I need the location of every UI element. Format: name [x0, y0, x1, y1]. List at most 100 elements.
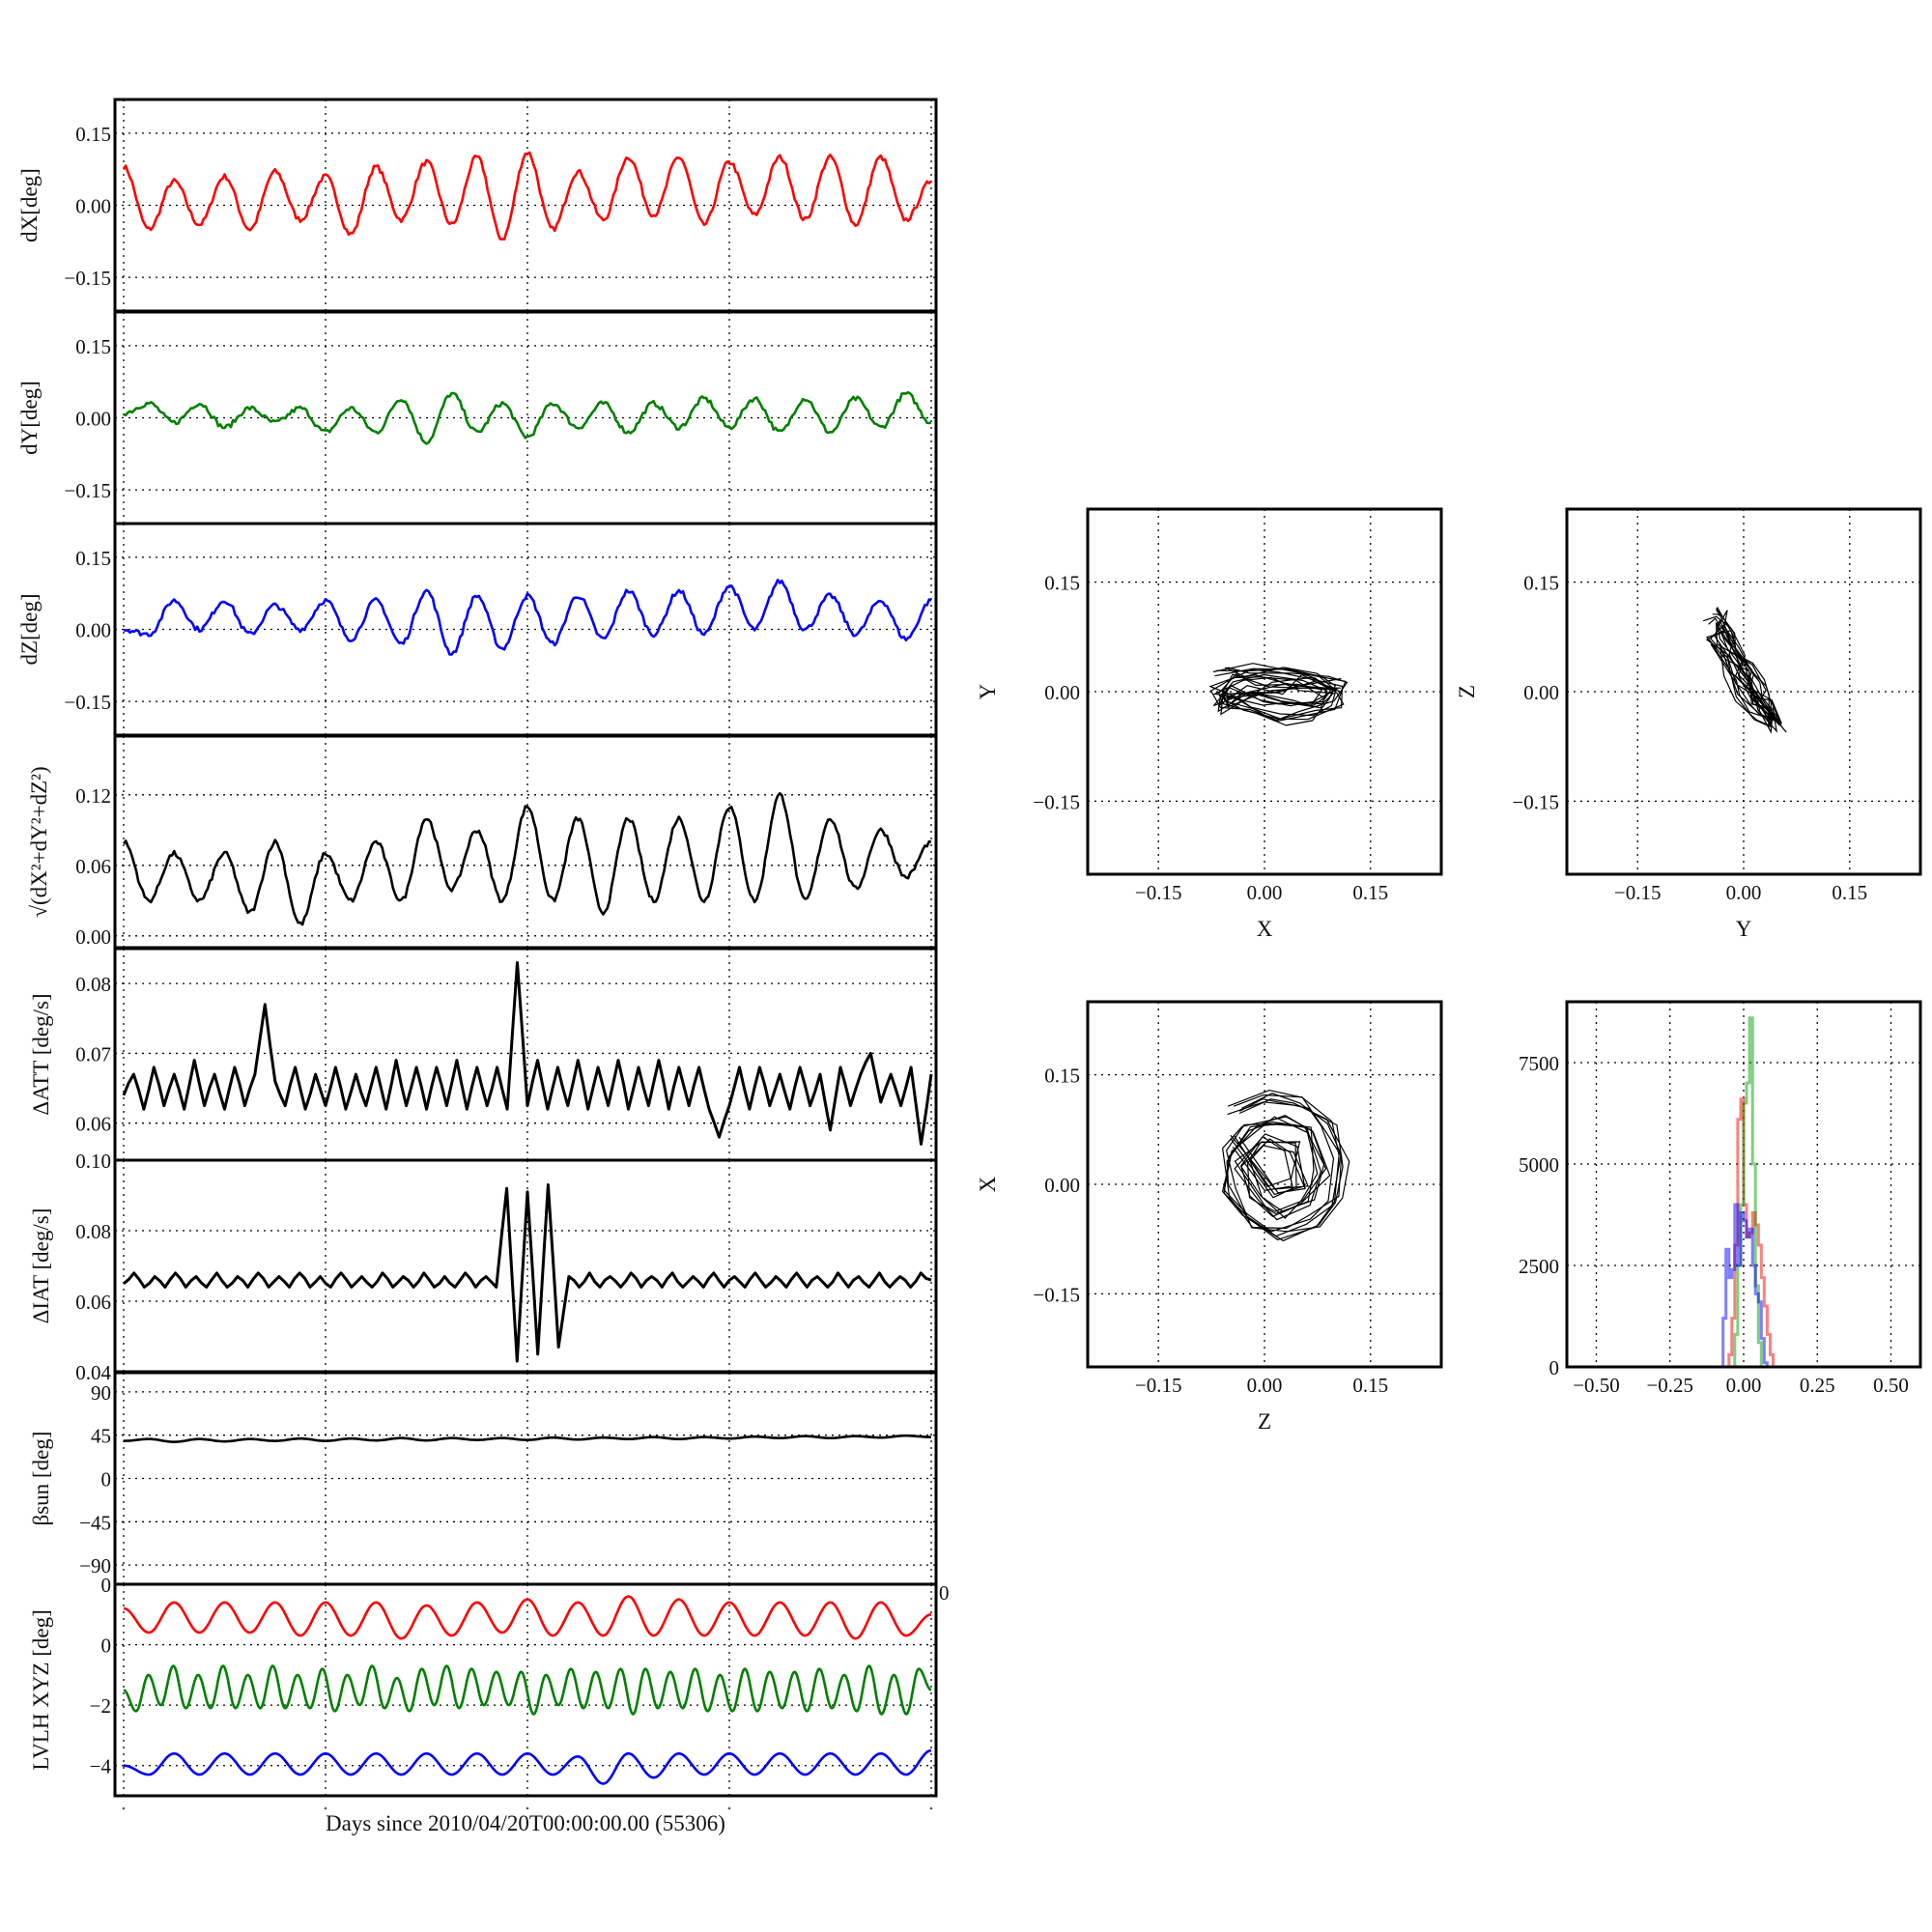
y-tick-label: −0.15: [1033, 790, 1080, 813]
panel-6: −90 −45 0 45 90 βsun [deg]: [29, 1371, 938, 1586]
x-tick-label: −0.25: [1646, 1374, 1693, 1397]
panel-frame: [1565, 1000, 1922, 1369]
panel-2: −0.15 0.00 0.15 dZ[deg]: [17, 522, 938, 737]
y-tick-label: −0.15: [1512, 790, 1559, 813]
y-tick-label: 2500: [1519, 1255, 1559, 1278]
x-tick-label: 0.15: [1352, 881, 1388, 904]
x-tick-label: 0.25: [1800, 1374, 1835, 1397]
panel-frame: [113, 1158, 938, 1374]
x-tick-label: 0.00: [1726, 1374, 1762, 1397]
y-axis-label: Y: [976, 683, 1000, 699]
y-tick-label: 45: [91, 1425, 111, 1448]
y-tick-label: 5000: [1519, 1153, 1559, 1177]
y-tick-label: −0.15: [64, 267, 111, 290]
y-axis-label: dY[deg]: [17, 381, 42, 455]
y-axis-label: dZ[deg]: [17, 593, 42, 665]
y-tick-label: 0.10: [75, 1150, 111, 1173]
y-tick-label: −0.15: [1033, 1283, 1080, 1306]
scatter-panel-2: −0.15 0.00 0.15 −0.15 0.00 0.15 Z X: [976, 1000, 1443, 1434]
y-tick-label: 0.00: [75, 619, 111, 642]
y-axis-label: Z: [1455, 685, 1479, 698]
y-axis-label: ΔIAT [deg/s]: [29, 1208, 53, 1324]
right-tick-label: 0: [939, 1581, 950, 1605]
y-tick-label: 0.08: [75, 973, 111, 996]
series-line-0: [123, 578, 932, 656]
y-tick-label: 7500: [1519, 1052, 1559, 1075]
y-axis-label: LVLH XYZ [deg]: [29, 1609, 53, 1771]
y-tick-label: 0.15: [75, 547, 111, 570]
y-axis-label: dX[deg]: [17, 168, 42, 242]
panel-5: 0.04 0.06 0.08 0.10 ΔIAT [deg/s]: [29, 1150, 938, 1384]
y-axis-label: √(dX²+dY²+dZ²): [27, 766, 51, 917]
series-line-0: [123, 1595, 932, 1640]
y-tick-label: 0.06: [75, 855, 111, 878]
y-axis-label: ΔATT [deg/s]: [29, 993, 53, 1115]
y-axis-label: X: [976, 1176, 1000, 1192]
x-axis-label: Days since 2010/04/20T00:00:00.00 (55306…: [326, 1811, 725, 1835]
panel-7: −4 −2 0 0 LVLH XYZ [deg] 0: [29, 1574, 950, 1798]
y-tick-label: 0.15: [1044, 572, 1080, 595]
scatter-trace: [1705, 617, 1787, 733]
scatter-trace: [1221, 1093, 1343, 1230]
y-tick-label: 0.15: [1044, 1065, 1080, 1088]
panel-0: −0.15 0.00 0.15 dX[deg]: [17, 98, 938, 313]
series-line-0: [123, 1434, 931, 1443]
x-tick-mark: [324, 1806, 327, 1810]
series-line-2: [123, 1748, 932, 1785]
x-tick-label: 0.15: [1352, 1374, 1388, 1397]
y-tick-label: −0.15: [64, 691, 111, 714]
x-tick-label: 0.50: [1873, 1374, 1909, 1397]
y-tick-label: −45: [79, 1511, 111, 1534]
y-tick-label: 0: [101, 1634, 112, 1658]
x-tick-label: 0.00: [1726, 881, 1762, 904]
y-tick-label: 0: [101, 1574, 112, 1597]
scatter-trace: [1212, 668, 1340, 717]
x-tick-mark: [526, 1806, 529, 1810]
series-line-0: [122, 791, 932, 926]
y-tick-label: 0.12: [75, 784, 111, 808]
y-tick-label: 0.00: [1044, 681, 1080, 704]
scatter-trace: [1226, 1094, 1342, 1237]
x-tick-label: 0.15: [1832, 881, 1867, 904]
y-tick-label: 0.00: [75, 195, 111, 218]
x-tick-label: 0.00: [1247, 1374, 1283, 1397]
scatter-trace: [1709, 613, 1783, 726]
panel-frame: [1086, 507, 1443, 876]
x-tick-label: −0.15: [1614, 881, 1662, 904]
series-line-0: [122, 961, 933, 1146]
panel-frame: [113, 947, 938, 1162]
panel-frame: [1565, 507, 1922, 876]
y-tick-label: −2: [90, 1694, 111, 1718]
x-axis-label: Z: [1258, 1409, 1271, 1434]
y-tick-label: 0.08: [75, 1220, 111, 1243]
panel-frame: [113, 734, 938, 950]
y-tick-label: 90: [91, 1381, 111, 1405]
y-tick-label: 0: [1549, 1356, 1560, 1379]
y-tick-label: 0: [101, 1468, 112, 1492]
panel-3: 0.00 0.06 0.12 √(dX²+dY²+dZ²): [27, 734, 938, 950]
y-tick-label: 0.00: [1523, 681, 1559, 704]
panel-frame: [113, 1582, 938, 1798]
scatter-panel-1: −0.15 0.00 0.15 −0.15 0.00 0.15 Y Z: [1455, 507, 1922, 941]
y-tick-label: 0.06: [75, 1113, 111, 1136]
y-tick-label: 0.15: [1523, 572, 1559, 595]
y-tick-label: 0.15: [75, 123, 111, 146]
y-axis-label: βsun [deg]: [29, 1432, 53, 1526]
panel-frame: [1086, 1000, 1443, 1369]
x-tick-label: −0.15: [1135, 881, 1182, 904]
y-tick-label: 0.00: [75, 408, 111, 431]
y-tick-label: 0.15: [75, 335, 111, 358]
histogram-panel: −0.50 −0.25 0.00 0.25 0.50 0 2500 5000 7500: [1519, 1000, 1922, 1397]
series-line-0: [123, 1183, 932, 1363]
series-line-1: [123, 1664, 932, 1716]
x-tick-mark: [929, 1806, 933, 1810]
x-axis-label: X: [1257, 917, 1273, 941]
y-tick-label: −4: [90, 1755, 112, 1778]
y-tick-label: 0.00: [1044, 1174, 1080, 1197]
scatter-panel-0: −0.15 0.00 0.15 −0.15 0.00 0.15 X Y: [976, 507, 1443, 941]
series-line-0: [123, 390, 932, 445]
y-tick-label: 0.00: [75, 925, 111, 949]
series-line-0: [122, 151, 932, 241]
scatter-trace: [1705, 608, 1781, 734]
